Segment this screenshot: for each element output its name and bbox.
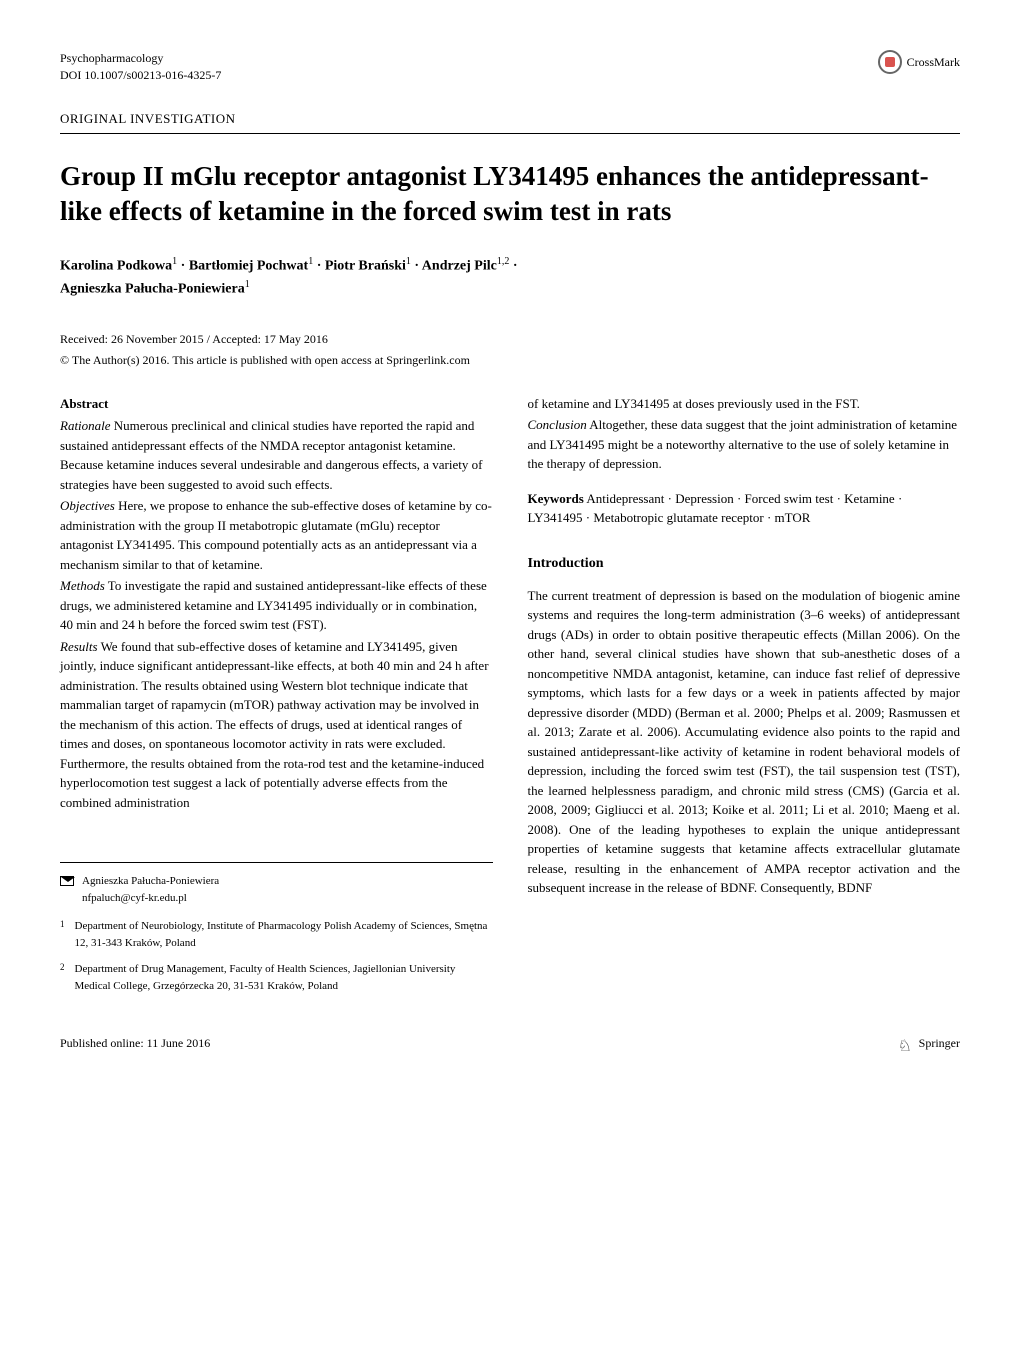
corresp-email: nfpaluch@cyf-kr.edu.pl [82,890,219,907]
conclusion-label: Conclusion [528,417,587,432]
received-accepted: Received: 26 November 2015 / Accepted: 1… [60,330,960,348]
abstract-rationale: Rationale Numerous preclinical and clini… [60,416,493,494]
author-aff: 1 [245,279,250,290]
affil-num: 2 [60,961,65,994]
results-label: Results [60,639,98,654]
right-column: of ketamine and LY341495 at doses previo… [528,394,961,1005]
results-continuation: of ketamine and LY341495 at doses previo… [528,394,961,414]
doi: DOI 10.1007/s00213-016-4325-7 [60,67,221,84]
affiliation: 1 Department of Neurobiology, Institute … [60,918,493,951]
left-column: Abstract Rationale Numerous preclinical … [60,394,493,1005]
published-online: Published online: 11 June 2016 [60,1034,210,1052]
journal-name: Psychopharmacology [60,50,221,67]
envelope-icon [60,876,74,886]
publisher-name: Springer [919,1034,960,1052]
author: Bartłomiej Pochwat [189,259,308,274]
keywords-label: Keywords [528,491,584,506]
affil-text: Department of Neurobiology, Institute of… [75,918,493,951]
divider [60,133,960,134]
abstract-heading: Abstract [60,394,493,414]
corresp-name: Agnieszka Pałucha-Poniewiera [82,873,219,890]
author-aff: 1 [172,256,177,267]
author: Andrzej Pilc [422,259,497,274]
keywords-text: Antidepressant · Depression · Forced swi… [528,491,903,526]
springer-icon [898,1035,914,1051]
abstract-results: Results We found that sub-effective dose… [60,637,493,813]
introduction-text: The current treatment of depression is b… [528,586,961,898]
abstract-conclusion: Conclusion Altogether, these data sugges… [528,415,961,474]
rationale-text: Numerous preclinical and clinical studie… [60,418,482,492]
objectives-text: Here, we propose to enhance the sub-effe… [60,498,492,572]
crossmark-badge[interactable]: CrossMark [878,50,960,74]
affil-num: 1 [60,918,65,951]
two-column-layout: Abstract Rationale Numerous preclinical … [60,394,960,1005]
author: Agnieszka Pałucha-Poniewiera [60,282,245,297]
results-text: We found that sub-effective doses of ket… [60,639,489,810]
rationale-label: Rationale [60,418,111,433]
introduction-heading: Introduction [528,553,961,574]
affiliation: 2 Department of Drug Management, Faculty… [60,961,493,994]
methods-text: To investigate the rapid and sustained a… [60,578,487,632]
crossmark-label: CrossMark [907,53,960,71]
authors-line: Karolina Podkowa1 · Bartłomiej Pochwat1 … [60,254,960,299]
methods-label: Methods [60,578,105,593]
article-title: Group II mGlu receptor antagonist LY3414… [60,159,960,229]
header-row: Psychopharmacology DOI 10.1007/s00213-01… [60,50,960,84]
crossmark-icon [878,50,902,74]
author-aff: 1 [308,256,313,267]
author-aff: 1,2 [497,256,510,267]
footnotes: Agnieszka Pałucha-Poniewiera nfpaluch@cy… [60,862,493,994]
article-type: ORIGINAL INVESTIGATION [60,109,960,129]
author-aff: 1 [406,256,411,267]
journal-meta: Psychopharmacology DOI 10.1007/s00213-01… [60,50,221,84]
correspondence: Agnieszka Pałucha-Poniewiera nfpaluch@cy… [60,873,493,906]
author: Karolina Podkowa [60,259,172,274]
keywords: Keywords Antidepressant · Depression · F… [528,489,961,528]
copyright: © The Author(s) 2016. This article is pu… [60,351,960,369]
abstract-objectives: Objectives Here, we propose to enhance t… [60,496,493,574]
abstract-methods: Methods To investigate the rapid and sus… [60,576,493,635]
conclusion-text: Altogether, these data suggest that the … [528,417,958,471]
affil-text: Department of Drug Management, Faculty o… [75,961,493,994]
author: Piotr Brański [325,259,406,274]
objectives-label: Objectives [60,498,115,513]
publisher-mark: Springer [898,1034,960,1052]
page-footer: Published online: 11 June 2016 Springer [60,1034,960,1052]
